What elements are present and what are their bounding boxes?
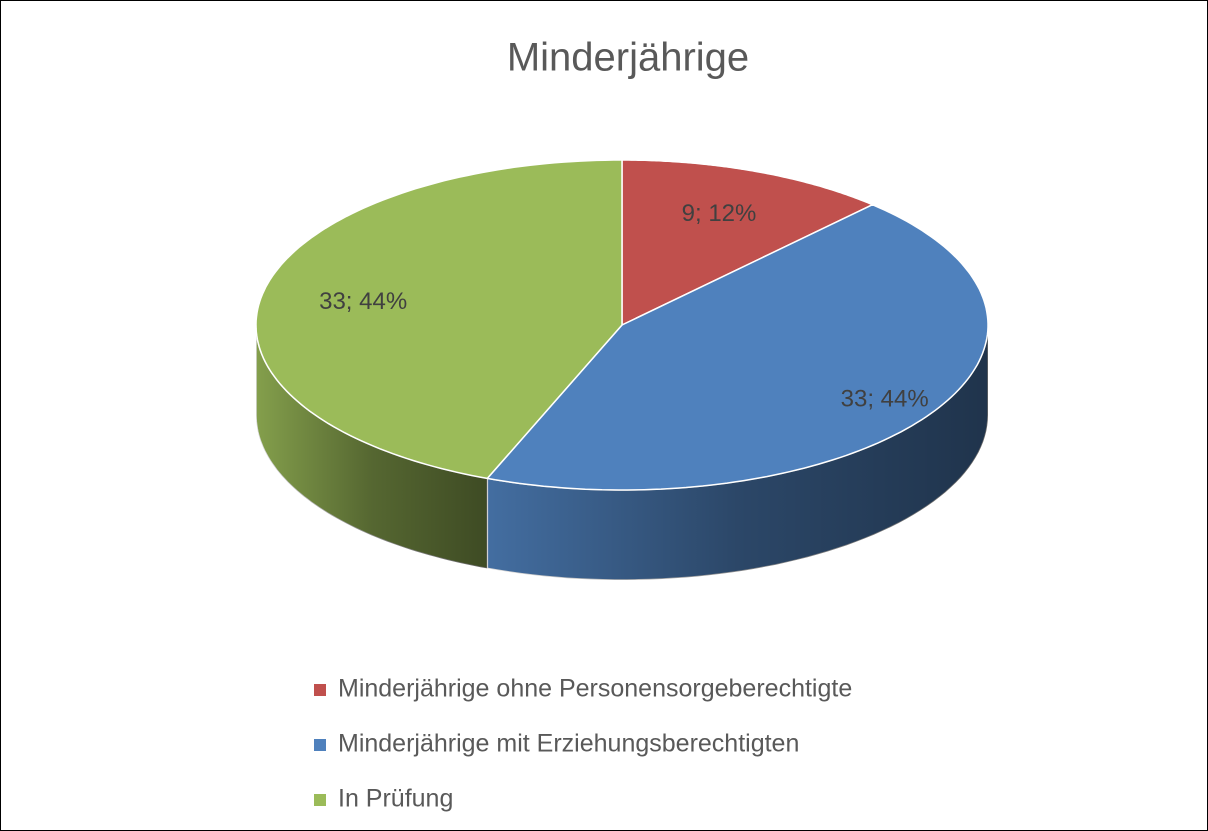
legend-label: Minderjährige mit Erziehungsberechtigten xyxy=(338,730,799,758)
legend-swatch xyxy=(314,794,326,806)
data-label: 33; 44% xyxy=(841,385,929,412)
data-label: 33; 44% xyxy=(319,288,407,315)
slice xyxy=(485,203,989,491)
chart-title: Minderjährige xyxy=(507,36,749,80)
slice xyxy=(621,159,875,327)
legend-swatch xyxy=(314,684,326,696)
slice-side-shade xyxy=(256,325,488,569)
legend-label: In Prüfung xyxy=(338,785,453,813)
legend-label: Minderjährige ohne Personensorgeberechti… xyxy=(338,675,852,703)
data-label: 9; 12% xyxy=(682,200,757,227)
legend-swatch xyxy=(314,739,326,751)
slice-side-shade xyxy=(487,325,988,580)
slice xyxy=(255,159,623,480)
